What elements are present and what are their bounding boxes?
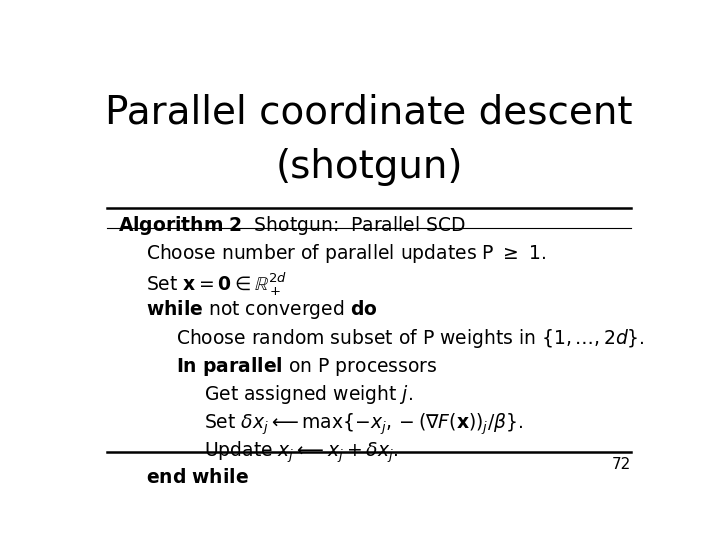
Text: Choose random subset of P weights in $\{1,\ldots,2d\}$.: Choose random subset of P weights in $\{… (176, 327, 645, 350)
Text: Get assigned weight $j$.: Get assigned weight $j$. (204, 383, 413, 406)
Text: Update $x_j \longleftarrow x_j + \delta x_j$.: Update $x_j \longleftarrow x_j + \delta … (204, 440, 399, 465)
Text: $\mathbf{while}$ not converged $\mathbf{do}$: $\mathbf{while}$ not converged $\mathbf{… (145, 299, 377, 321)
Text: Parallel coordinate descent: Parallel coordinate descent (105, 94, 633, 132)
Text: 72: 72 (612, 457, 631, 472)
Text: $\mathbf{Algorithm\ 2}$  Shotgun:  Parallel SCD: $\mathbf{Algorithm\ 2}$ Shotgun: Paralle… (118, 214, 466, 237)
Text: $\mathbf{end\ while}$: $\mathbf{end\ while}$ (145, 468, 248, 487)
Text: Set $\mathbf{x} = \mathbf{0} \in \mathbb{R}_+^{2d}$: Set $\mathbf{x} = \mathbf{0} \in \mathbb… (145, 270, 287, 298)
Text: Choose number of parallel updates P $\geq$ 1.: Choose number of parallel updates P $\ge… (145, 242, 546, 265)
Text: $\mathbf{In\ parallel}$ on P processors: $\mathbf{In\ parallel}$ on P processors (176, 355, 438, 378)
Text: Set $\delta x_j \longleftarrow \max\{-x_j, -(\nabla F(\mathbf{x}))_j/\beta\}$.: Set $\delta x_j \longleftarrow \max\{-x_… (204, 411, 523, 437)
Text: (shotgun): (shotgun) (275, 148, 463, 186)
